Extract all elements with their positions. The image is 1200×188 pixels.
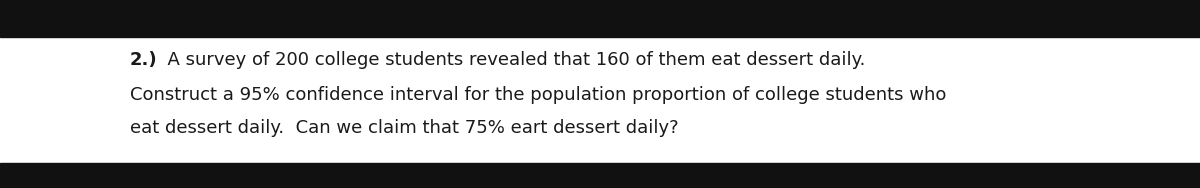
Text: Construct a 95% confidence interval for the population proportion of college stu: Construct a 95% confidence interval for … bbox=[130, 86, 947, 104]
Text: eat dessert daily.  Can we claim that 75% eart dessert daily?: eat dessert daily. Can we claim that 75%… bbox=[130, 119, 679, 137]
Text: 2.): 2.) bbox=[130, 51, 157, 69]
Text: A survey of 200 college students revealed that 160 of them eat dessert daily.: A survey of 200 college students reveale… bbox=[156, 51, 865, 69]
Bar bbox=[0, 0, 1200, 37]
Bar bbox=[0, 163, 1200, 188]
